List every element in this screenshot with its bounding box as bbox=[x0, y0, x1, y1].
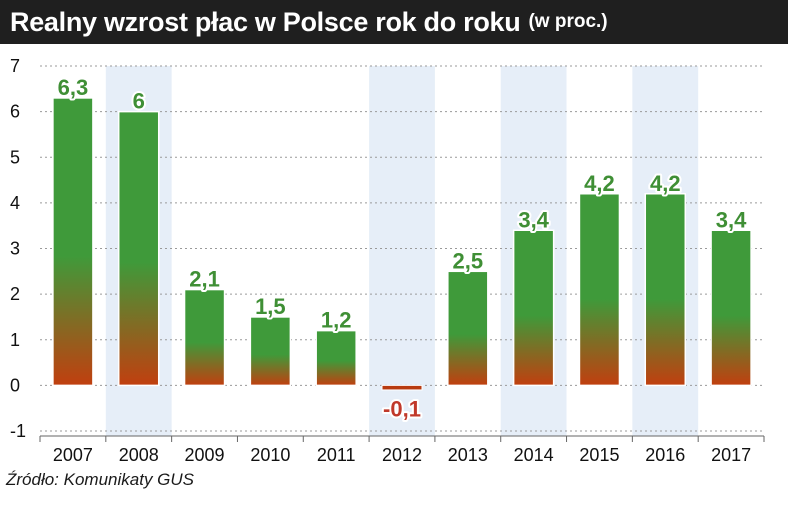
bar bbox=[381, 384, 423, 391]
data-label: 3,4 bbox=[518, 207, 549, 232]
y-tick-label: 3 bbox=[10, 239, 20, 259]
title-bar: Realny wzrost płac w Polsce rok do roku … bbox=[0, 0, 788, 44]
y-tick-label: 5 bbox=[10, 147, 20, 167]
data-label: 3,4 bbox=[716, 207, 747, 232]
bar bbox=[315, 329, 357, 387]
bar bbox=[183, 288, 226, 387]
x-tick-label: 2010 bbox=[250, 445, 290, 465]
data-label: -0,1 bbox=[383, 396, 421, 421]
x-tick-label: 2011 bbox=[317, 445, 356, 465]
x-tick-label: 2016 bbox=[645, 445, 685, 465]
data-label: 4,2 bbox=[650, 171, 681, 196]
source-note: Źródło: Komunikaty GUS bbox=[6, 470, 195, 489]
data-label: 4,2 bbox=[584, 171, 615, 196]
bar bbox=[447, 270, 489, 387]
bar bbox=[710, 229, 752, 387]
x-tick-label: 2008 bbox=[119, 445, 159, 465]
y-axis: -1 0 1 2 3 4 5 6 7 bbox=[10, 56, 26, 441]
x-tick-label: 2017 bbox=[711, 445, 751, 465]
x-tick-label: 2007 bbox=[53, 445, 93, 465]
x-tick-label: 2009 bbox=[185, 445, 225, 465]
y-tick-label: 6 bbox=[10, 102, 20, 122]
x-axis: 2007 2008 2009 2010 2011 2012 2013 2014 2015 2016… bbox=[39, 435, 765, 465]
x-tick-label: 2013 bbox=[448, 445, 488, 465]
x-tick-label: 2015 bbox=[579, 445, 619, 465]
data-label: 2,5 bbox=[453, 248, 484, 273]
y-tick-label: 1 bbox=[10, 330, 20, 350]
y-tick-label: 4 bbox=[10, 193, 20, 213]
x-tick-label: 2014 bbox=[514, 445, 554, 465]
y-tick-label: -1 bbox=[10, 421, 26, 441]
data-label: 2,1 bbox=[189, 267, 220, 292]
chart-subtitle: (w proc.) bbox=[528, 11, 608, 32]
y-tick-label: 2 bbox=[10, 284, 20, 304]
data-label: 6 bbox=[133, 89, 145, 114]
bars bbox=[52, 97, 752, 391]
bar-chart: -1 0 1 2 3 4 5 6 7 6,3 6 2,1 1,5 1,2 -0,1 2,5 3,4 4,2 4,2… bbox=[10, 56, 765, 465]
data-labels: 6,3 6 2,1 1,5 1,2 -0,1 2,5 3,4 4,2 4,2 3,4 bbox=[56, 73, 750, 423]
x-tick-label: 2012 bbox=[382, 445, 422, 465]
bar bbox=[578, 193, 621, 387]
bar bbox=[249, 316, 292, 387]
bar bbox=[644, 193, 687, 387]
bar bbox=[52, 97, 94, 387]
data-label: 1,2 bbox=[321, 308, 352, 333]
bar bbox=[117, 110, 160, 387]
data-label: 1,5 bbox=[255, 294, 286, 319]
column-band-2012 bbox=[369, 66, 435, 436]
y-tick-label: 7 bbox=[10, 56, 20, 76]
chart-title: Realny wzrost płac w Polsce rok do roku bbox=[10, 6, 521, 37]
data-label: 6,3 bbox=[58, 75, 89, 100]
y-tick-label: 0 bbox=[10, 375, 20, 395]
bar bbox=[512, 229, 555, 387]
